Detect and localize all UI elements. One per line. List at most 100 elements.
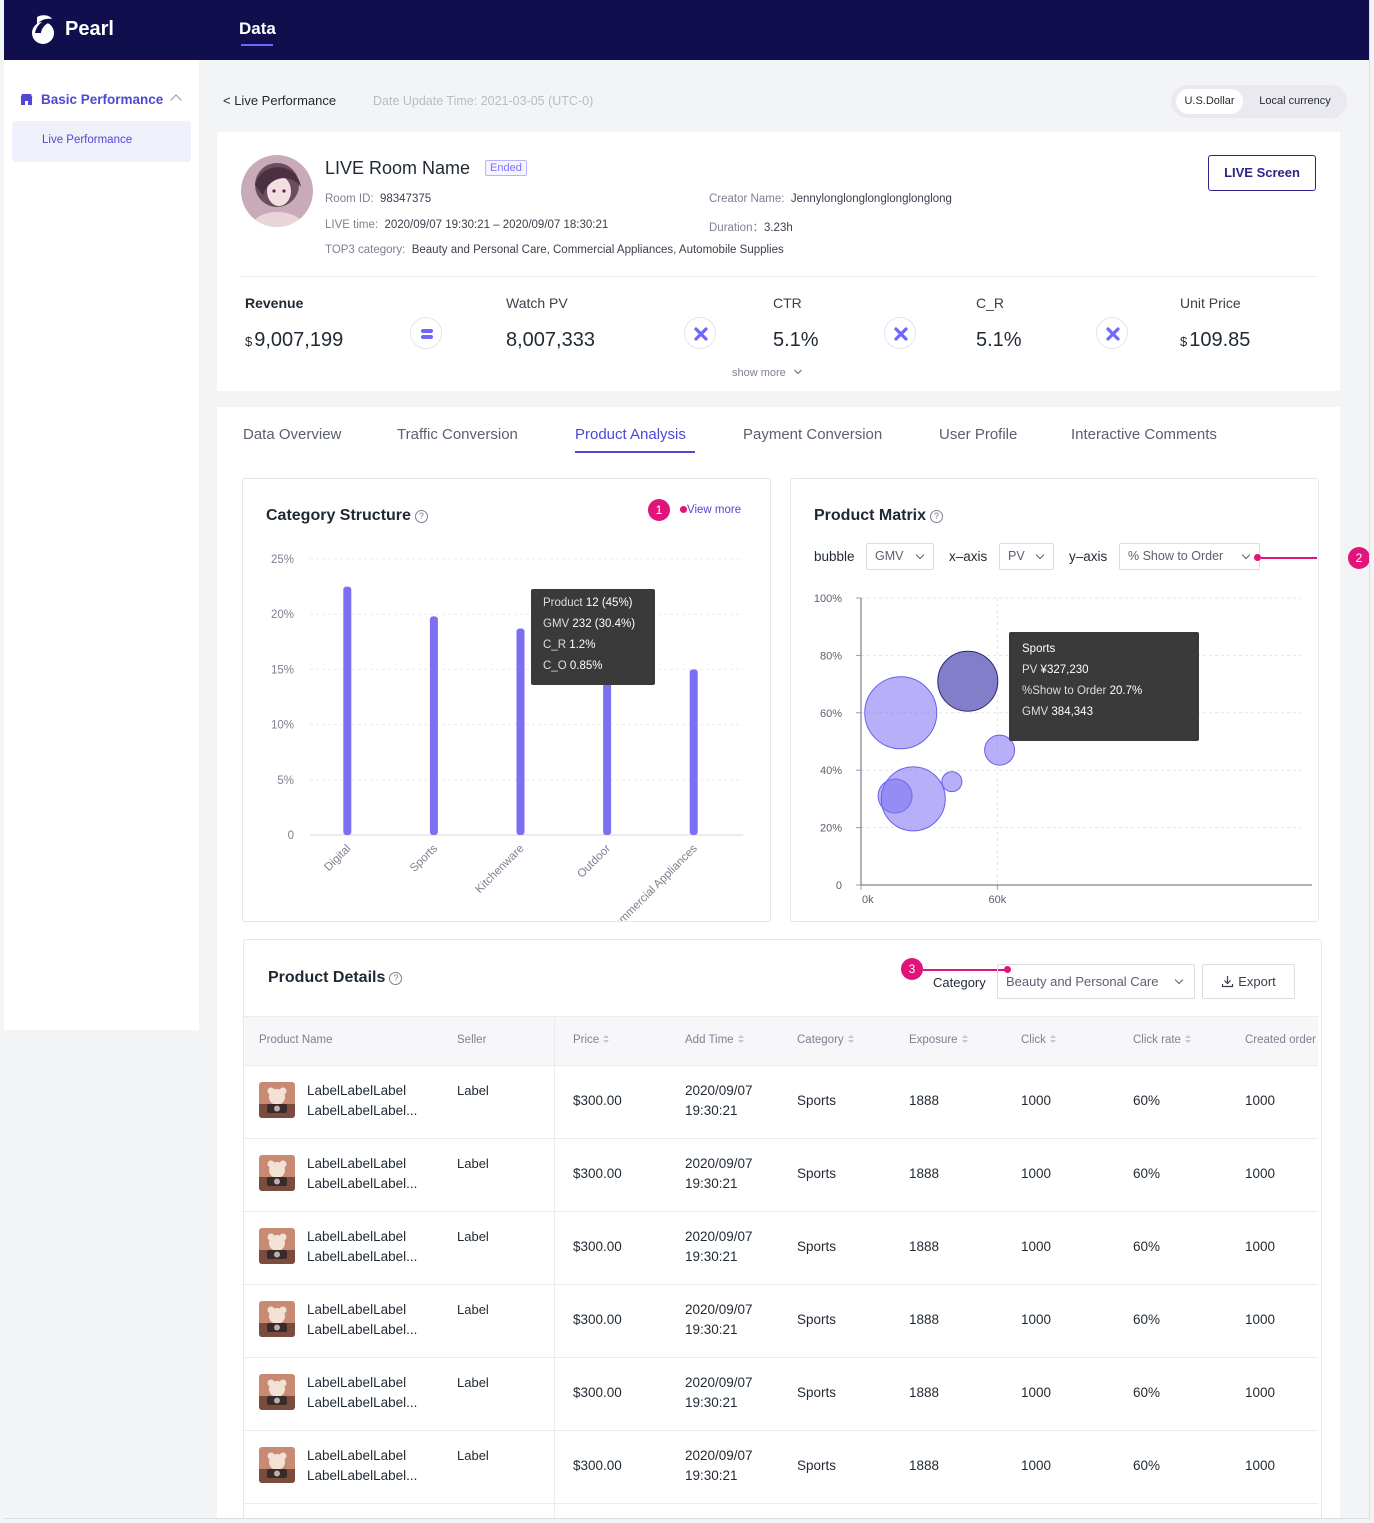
column-header[interactable]: Click rate	[1133, 1034, 1191, 1046]
created-order-cell: 1000	[1245, 1166, 1276, 1181]
table-row[interactable]: LabelLabelLabel LabelLabelLabel... Label $3…	[244, 1139, 1318, 1212]
currency-usd-button[interactable]: U.S.Dollar	[1176, 89, 1243, 114]
y-tick-label: 40%	[820, 765, 842, 777]
chevron-down-icon	[1035, 550, 1045, 560]
view-more-link[interactable]: View more	[687, 504, 742, 516]
tab-user-profile[interactable]: User Profile	[939, 426, 1018, 443]
price-cell: $300.00	[573, 1093, 622, 1108]
product-name-line2: LabelLabelLabel...	[307, 1176, 418, 1191]
tab-product-analysis[interactable]: Product Analysis	[575, 426, 686, 443]
add-date-cell: 2020/09/07	[685, 1375, 753, 1390]
column-header[interactable]: Add Time	[685, 1034, 744, 1046]
bar[interactable]	[429, 616, 438, 835]
nav-tab-data[interactable]: Data	[239, 19, 276, 38]
metric-cr-value: 5.1%	[976, 329, 1022, 351]
click-cell: 1000	[1021, 1385, 1052, 1400]
category-bar-chart: 0 5% 10% 15% 20% 25% Digital Sports Kitchenware O…	[271, 554, 743, 921]
add-time-cell: 19:30:21	[685, 1249, 738, 1264]
breadcrumb-back-link[interactable]: < Live Performance	[223, 93, 337, 108]
click-rate-cell: 60%	[1133, 1166, 1161, 1181]
table-row[interactable]: LabelLabelLabel LabelLabelLabel... Label $3…	[244, 1285, 1318, 1358]
bar[interactable]	[689, 669, 698, 835]
bubble-tooltip-title: Sports	[1022, 643, 1056, 655]
column-header[interactable]: Price	[573, 1034, 610, 1046]
x-axis-select[interactable]: PV	[999, 543, 1054, 570]
duration-label: Duration：	[709, 222, 764, 234]
bar[interactable]	[343, 586, 352, 835]
currency-local-button[interactable]: Local currency	[1259, 95, 1331, 107]
table-row[interactable]: LabelLabelLabel LabelLabelLabel... Label $3…	[244, 1358, 1318, 1431]
sort-icon[interactable]	[1184, 1035, 1191, 1044]
sidebar-item-live-performance[interactable]: Live Performance	[12, 121, 191, 162]
metric-unit-price-label: Unit Price	[1180, 295, 1241, 311]
bubble[interactable]	[937, 650, 999, 712]
tab-interactive-comments[interactable]: Interactive Comments	[1071, 426, 1217, 443]
bubble-select[interactable]: GMV	[866, 543, 934, 570]
column-header-label: Exposure	[909, 1034, 958, 1046]
table-row[interactable]: LabelLabelLabel LabelLabelLabel... Label $3…	[244, 1212, 1318, 1285]
bubble-tooltip-value: 384,343	[1051, 706, 1093, 718]
metric-watch-pv-label: Watch PV	[506, 295, 568, 311]
bubble[interactable]	[880, 766, 946, 832]
multiply-icon	[884, 317, 916, 349]
y-axis-label: y–axis	[1069, 549, 1108, 564]
table-row[interactable]: LabelLabelLabel LabelLabelLabel... Label $3…	[244, 1431, 1318, 1504]
live-screen-button[interactable]: LIVE Screen	[1208, 155, 1316, 191]
help-icon[interactable]: ?	[389, 972, 403, 985]
metric-ctr-value: 5.1%	[773, 329, 819, 351]
bar[interactable]	[603, 680, 612, 835]
x-tick-label: 0k	[862, 894, 874, 906]
live-room-card: LIVE Room Name Ended Room ID: 98347375 L…	[217, 132, 1340, 391]
bubble[interactable]	[941, 771, 963, 793]
click-cell: 1000	[1021, 1166, 1052, 1181]
store-icon	[20, 93, 33, 105]
sidebar-item-label: Live Performance	[42, 134, 133, 146]
table-row[interactable]: LabelLabelLabel LabelLabelLabel... Label $3…	[244, 1066, 1318, 1139]
category-filter-select[interactable]: Beauty and Personal Care	[997, 964, 1195, 999]
bubble[interactable]	[984, 734, 1016, 766]
x-tick-label: Kitchenware	[473, 843, 526, 896]
chevron-down-icon	[793, 369, 802, 375]
tab-traffic-conversion[interactable]: Traffic Conversion	[397, 426, 518, 443]
bubble[interactable]	[864, 676, 938, 750]
sort-icon[interactable]	[847, 1035, 854, 1044]
column-header[interactable]: Category	[797, 1034, 854, 1046]
column-header-label: Created order	[1245, 1034, 1316, 1046]
product-name-line1: LabelLabelLabel	[307, 1083, 407, 1098]
annotation-line	[1261, 557, 1317, 559]
column-header-label: Price	[573, 1034, 600, 1046]
metric-revenue-number: 9,007,199	[254, 329, 344, 351]
bar-tooltip-value: 0.85%	[569, 660, 603, 672]
bar[interactable]	[516, 628, 525, 835]
tab-payment-conversion[interactable]: Payment Conversion	[743, 426, 883, 443]
multiply-icon	[684, 317, 716, 349]
column-header-label: Click rate	[1133, 1034, 1181, 1046]
product-name-line1: LabelLabelLabel	[307, 1229, 407, 1244]
sort-icon[interactable]	[961, 1035, 968, 1044]
help-icon[interactable]: ?	[930, 510, 944, 523]
show-more-link[interactable]: show more	[732, 367, 803, 379]
created-order-cell: 1000	[1245, 1458, 1276, 1473]
sort-icon[interactable]	[737, 1035, 744, 1044]
tab-data-overview[interactable]: Data Overview	[243, 426, 342, 443]
bar-tooltip-value: 232 (30.4%)	[572, 618, 636, 630]
sidebar-group-basic-performance[interactable]: Basic Performance	[20, 89, 190, 109]
exposure-cell: 1888	[909, 1312, 940, 1327]
category-structure-title: Category Structure?	[266, 507, 428, 525]
exposure-cell: 1888	[909, 1385, 940, 1400]
table-header: Product Name Seller Price Add Time Category E…	[244, 1016, 1318, 1066]
click-rate-cell: 60%	[1133, 1239, 1161, 1254]
sort-icon[interactable]	[603, 1035, 610, 1044]
y-tick-label: 25%	[271, 554, 294, 566]
y-axis-select[interactable]: % Show to Order	[1119, 543, 1260, 570]
column-header[interactable]: Click	[1021, 1034, 1056, 1046]
y-tick-label: 0	[288, 830, 294, 842]
bubble-tooltip-row: PV ¥327,230	[1022, 660, 1199, 681]
help-icon[interactable]: ?	[414, 510, 428, 523]
click-cell: 1000	[1021, 1093, 1052, 1108]
export-button[interactable]: Export	[1202, 964, 1295, 999]
y-tick-label: 60%	[820, 708, 842, 720]
sort-icon[interactable]	[1049, 1035, 1056, 1044]
add-time-cell: 19:30:21	[685, 1395, 738, 1410]
column-header[interactable]: Exposure	[909, 1034, 968, 1046]
